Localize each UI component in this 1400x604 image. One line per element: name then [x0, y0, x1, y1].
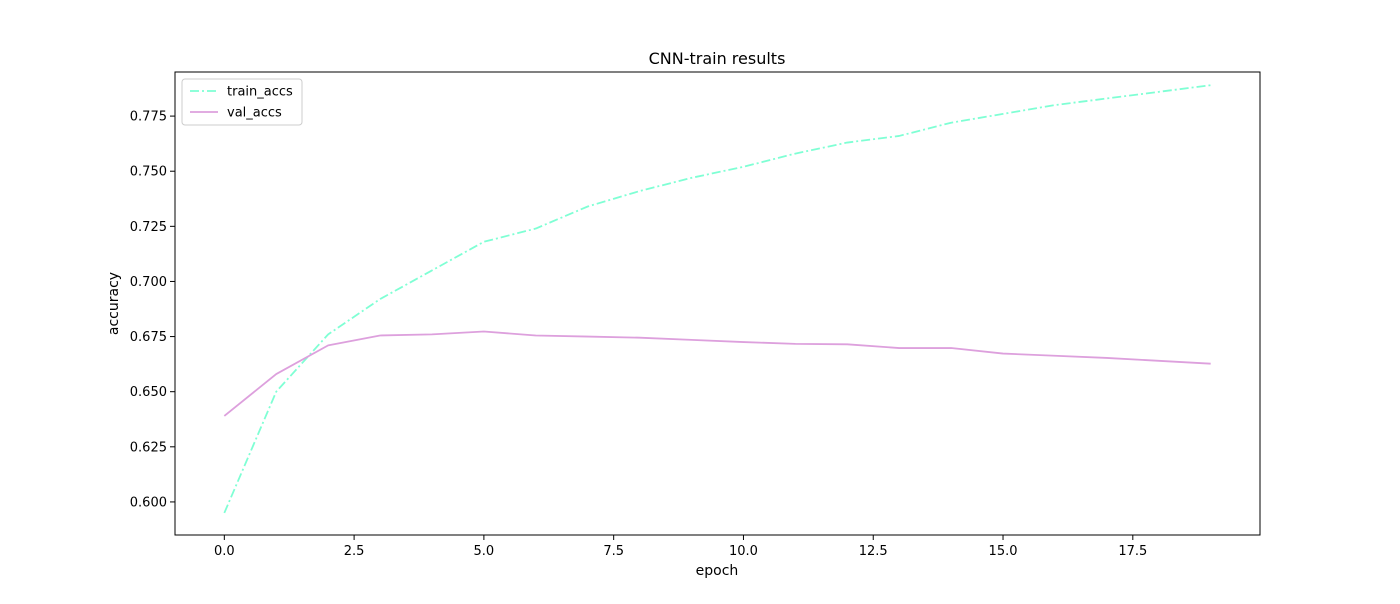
- legend-label-train-accs: train_accs: [227, 85, 293, 100]
- x-tick-label: 2.5: [344, 544, 365, 559]
- legend-label-val-accs: val_accs: [227, 106, 282, 121]
- x-tick-label: 0.0: [214, 544, 235, 559]
- x-tick-label: 5.0: [474, 544, 495, 559]
- y-tick-label: 0.600: [130, 495, 167, 510]
- y-tick-label: 0.625: [130, 440, 167, 455]
- x-tick-label: 17.5: [1118, 544, 1147, 559]
- plot-area-frame: [174, 71, 1261, 536]
- legend: train_accs val_accs: [181, 78, 303, 126]
- x-tick-label: 15.0: [989, 544, 1018, 559]
- x-tick-label: 10.0: [729, 544, 758, 559]
- y-tick-label: 0.675: [130, 330, 167, 345]
- y-tick-label: 0.775: [130, 110, 167, 125]
- x-axis-label: epoch: [696, 563, 739, 579]
- series-line-train-accs: [223, 84, 1211, 514]
- series-line-val-accs: [223, 330, 1211, 417]
- y-tick-label: 0.650: [130, 385, 167, 400]
- x-tick-label: 7.5: [603, 544, 624, 559]
- y-tick-label: 0.750: [130, 165, 167, 180]
- chart-title: CNN-train results: [649, 49, 786, 68]
- y-tick-label: 0.700: [130, 275, 167, 290]
- y-tick-label: 0.725: [130, 220, 167, 235]
- x-tick-label: 12.5: [859, 544, 888, 559]
- y-axis-label: accuracy: [106, 272, 122, 335]
